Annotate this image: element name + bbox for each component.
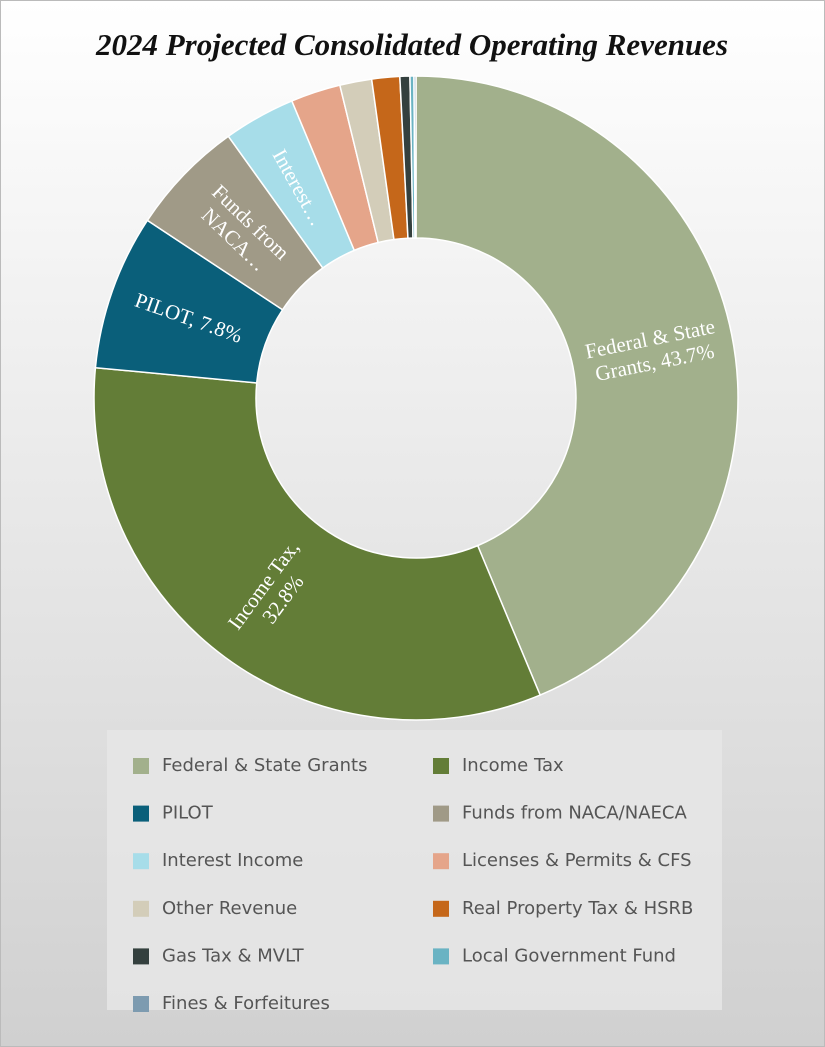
slice bbox=[93, 366, 542, 721]
legend-box bbox=[107, 730, 722, 1010]
legend-label: Interest Income bbox=[162, 850, 303, 871]
slice bbox=[413, 75, 417, 239]
legend-swatch bbox=[433, 758, 449, 774]
chart-title: 2024 Projected Consolidated Operating Re… bbox=[95, 27, 728, 62]
legend-label: PILOT bbox=[162, 803, 214, 824]
legend-swatch bbox=[133, 805, 149, 822]
legend-label: Licenses & Permits & CFS bbox=[462, 850, 692, 871]
legend-swatch bbox=[133, 996, 149, 1012]
slice bbox=[415, 75, 739, 697]
legend-swatch bbox=[433, 900, 449, 917]
legend-label: Real Property Tax & HSRB bbox=[462, 898, 693, 919]
legend-label: Fines & Forfeitures bbox=[162, 993, 330, 1014]
legend-swatch bbox=[133, 948, 149, 965]
legend-label: Gas Tax & MVLT bbox=[162, 945, 305, 966]
legend-label: Federal & State Grants bbox=[162, 755, 367, 776]
legend-swatch bbox=[433, 805, 449, 822]
legend-swatch bbox=[133, 900, 149, 917]
legend-swatch bbox=[433, 948, 449, 965]
legend-swatch bbox=[433, 853, 449, 870]
legend-swatch bbox=[133, 758, 149, 774]
legend-label: Other Revenue bbox=[162, 898, 297, 919]
legend-label: Funds from NACA/NAECA bbox=[462, 803, 687, 824]
legend-label: Income Tax bbox=[462, 755, 564, 776]
legend-swatch bbox=[133, 853, 149, 870]
legend-label: Local Government Fund bbox=[462, 945, 676, 966]
